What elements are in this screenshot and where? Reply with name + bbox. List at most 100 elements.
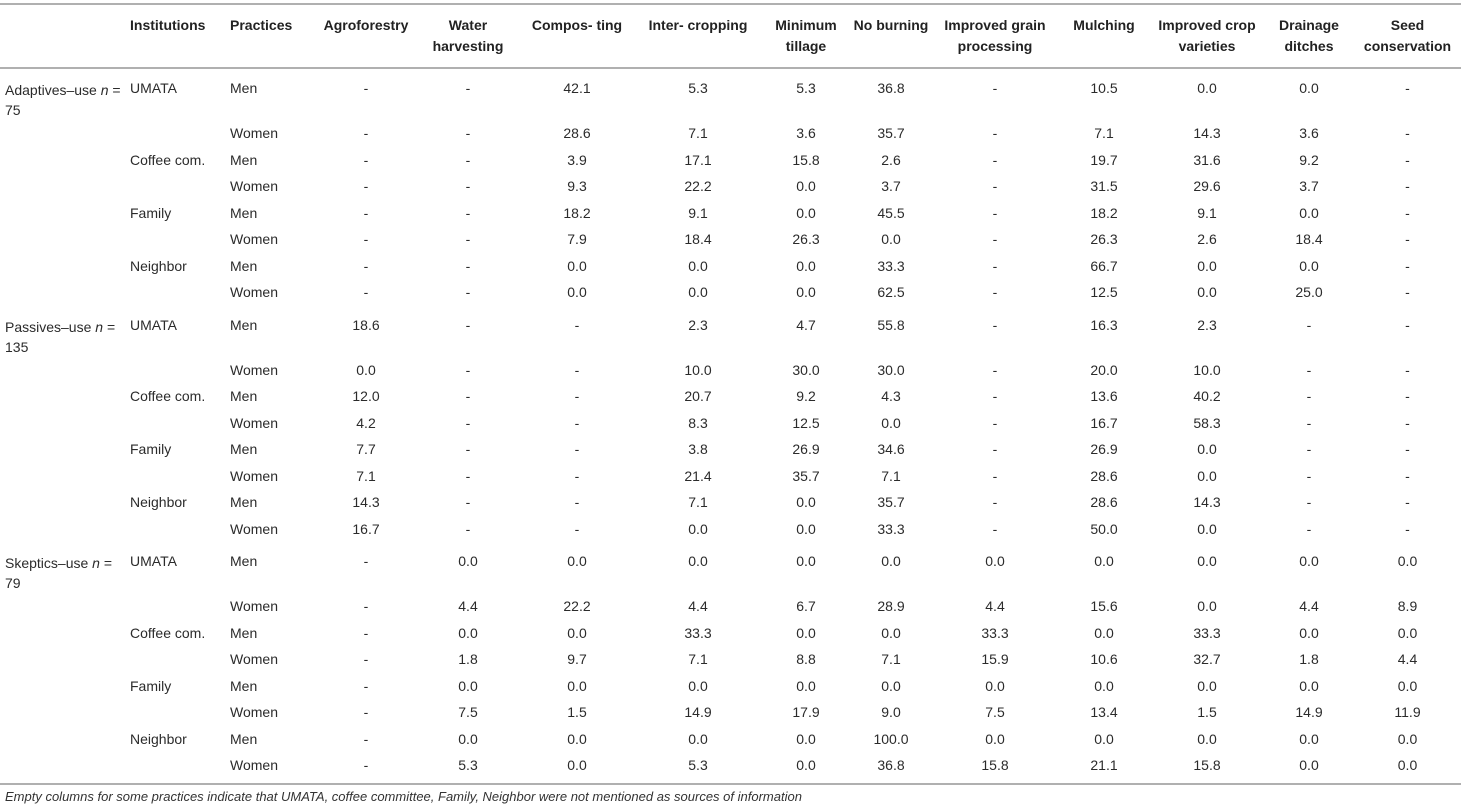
practice-cell: Women <box>230 284 278 300</box>
value-cell: 0.0 <box>881 231 901 247</box>
value-cell: 18.6 <box>352 316 380 333</box>
value-cell: - <box>1405 151 1410 168</box>
value-cell: 4.4 <box>458 598 478 614</box>
value-cell: 26.3 <box>1090 231 1118 247</box>
value-cell: 15.8 <box>1193 757 1221 773</box>
value-cell: 17.9 <box>792 704 820 720</box>
table-row: Women 0.0 - - 10.0 30.0 30.0 - 20.0 10.0 - - <box>0 357 1461 384</box>
practice-cell: Men <box>230 677 258 694</box>
practice-cell: Men <box>230 316 258 333</box>
value-cell: 7.5 <box>458 704 478 720</box>
column-header: Seed conservation <box>1363 17 1452 54</box>
value-cell: 0.0 <box>1299 730 1319 747</box>
value-cell: 100.0 <box>873 730 909 747</box>
value-cell: 26.3 <box>792 231 820 247</box>
practice-cell: Men <box>230 553 258 569</box>
value-cell: 2.6 <box>881 151 901 168</box>
practice-cell: Men <box>230 624 258 641</box>
group-label: Passives–use n = 135 <box>0 306 128 357</box>
group-label <box>0 253 128 280</box>
value-cell: - <box>363 80 369 96</box>
value-cell: - <box>465 388 471 404</box>
table-row: Women - 7.5 1.5 14.9 17.9 9.0 7.5 13.4 1.5 14.9 11.… <box>0 699 1461 726</box>
value-cell: - <box>363 651 369 667</box>
institution-cell: Neighbor <box>130 730 187 747</box>
table-row: Coffee com. Men - 0.0 0.0 33.3 0.0 0.0 33.3 0.0 33… <box>0 620 1461 647</box>
value-cell: - <box>465 316 471 333</box>
value-cell: 0.0 <box>796 178 816 194</box>
value-cell: - <box>1405 361 1410 378</box>
institution-cell: UMATA <box>130 553 177 569</box>
value-cell: 7.1 <box>881 651 901 667</box>
value-cell: 66.7 <box>1090 257 1118 274</box>
table-row: Passives–use n = 135 UMATA Men 18.6- -2.3 4.7… <box>0 306 1461 357</box>
column-header: Improved grain processing <box>944 17 1046 54</box>
value-cell: 0.0 <box>356 361 376 378</box>
institution-cell: Neighbor <box>130 494 187 510</box>
value-cell: 0.0 <box>567 757 587 773</box>
practice-cell: Women <box>230 520 278 537</box>
value-cell: 40.2 <box>1193 388 1221 404</box>
column-header: Institutions <box>130 17 206 33</box>
n-symbol: n <box>100 82 109 98</box>
table-row: Family Men - 0.0 0.0 0.0 0.0 0.0 0.0 0.0 0.0 0.0 0.0 <box>0 673 1461 700</box>
value-cell: 10.0 <box>684 361 712 378</box>
value-cell: 30.0 <box>792 361 820 378</box>
value-cell: 33.3 <box>1193 624 1221 641</box>
value-cell: 14.3 <box>1193 494 1221 510</box>
value-cell: 7.1 <box>688 494 708 510</box>
value-cell: 42.1 <box>563 80 591 96</box>
value-cell: 4.3 <box>881 388 901 404</box>
value-cell: 33.3 <box>981 624 1009 641</box>
group-label <box>0 200 128 227</box>
value-cell: - <box>1306 467 1312 484</box>
table-row: Women - 5.3 0.0 5.3 0.0 36.8 15.8 21.1 15.8 0.0 0.0 <box>0 752 1461 784</box>
value-cell: - <box>363 730 369 747</box>
value-cell: 2.6 <box>1197 231 1217 247</box>
value-cell: 36.8 <box>877 80 905 96</box>
value-cell: - <box>363 553 369 569</box>
institution-cell: Family <box>130 677 172 694</box>
practice-cell: Men <box>230 730 258 747</box>
group-label <box>0 489 128 516</box>
value-cell: 14.3 <box>352 494 380 510</box>
table-row: Women - - 7.9 18.4 26.3 0.0 - 26.3 2.6 18.4 - <box>0 226 1461 253</box>
institution-cell <box>128 516 228 543</box>
value-cell: - <box>574 414 580 431</box>
value-cell: 11.9 <box>1394 704 1421 720</box>
value-cell: 14.3 <box>1193 125 1221 141</box>
table-row: Women 7.1 - - 21.4 35.7 7.1 - 28.6 0.0 - - <box>0 463 1461 490</box>
value-cell: 0.0 <box>1094 677 1114 694</box>
value-cell: 0.0 <box>1197 677 1217 694</box>
value-cell: 8.8 <box>796 651 816 667</box>
value-cell: 9.7 <box>567 651 587 667</box>
value-cell: 0.0 <box>1197 467 1217 484</box>
value-cell: 0.0 <box>881 553 901 569</box>
institution-cell <box>128 357 228 384</box>
group-label <box>0 752 128 784</box>
value-cell: 0.0 <box>796 730 816 747</box>
table-row: Women - - 0.0 0.0 0.0 62.5 - 12.5 0.0 25.0 - <box>0 279 1461 306</box>
value-cell: 18.2 <box>563 204 591 221</box>
group-label <box>0 173 128 200</box>
value-cell: 1.8 <box>458 651 478 667</box>
value-cell: 14.9 <box>684 704 712 720</box>
value-cell: 34.6 <box>877 441 905 457</box>
value-cell: 0.0 <box>1299 624 1319 641</box>
value-cell: - <box>1306 441 1312 457</box>
value-cell: 0.0 <box>1197 284 1217 300</box>
value-cell: - <box>992 231 998 247</box>
value-cell: 31.6 <box>1193 151 1221 168</box>
practice-cell: Women <box>230 757 278 773</box>
value-cell: 1.8 <box>1299 651 1319 667</box>
value-cell: 0.0 <box>1197 553 1217 569</box>
value-cell: 25.0 <box>1295 284 1323 300</box>
value-cell: 8.3 <box>688 414 708 431</box>
value-cell: 0.0 <box>567 624 587 641</box>
table-row: Women - 1.8 9.7 7.1 8.8 7.1 15.9 10.6 32.7 1.8 4.4 <box>0 646 1461 673</box>
table-row: Adaptives–use n = 75 UMATA Men - -42.1 5.3 5.3… <box>0 68 1461 120</box>
value-cell: - <box>574 316 580 333</box>
value-cell: - <box>363 677 369 694</box>
value-cell: - <box>363 151 369 168</box>
value-cell: - <box>574 494 580 510</box>
